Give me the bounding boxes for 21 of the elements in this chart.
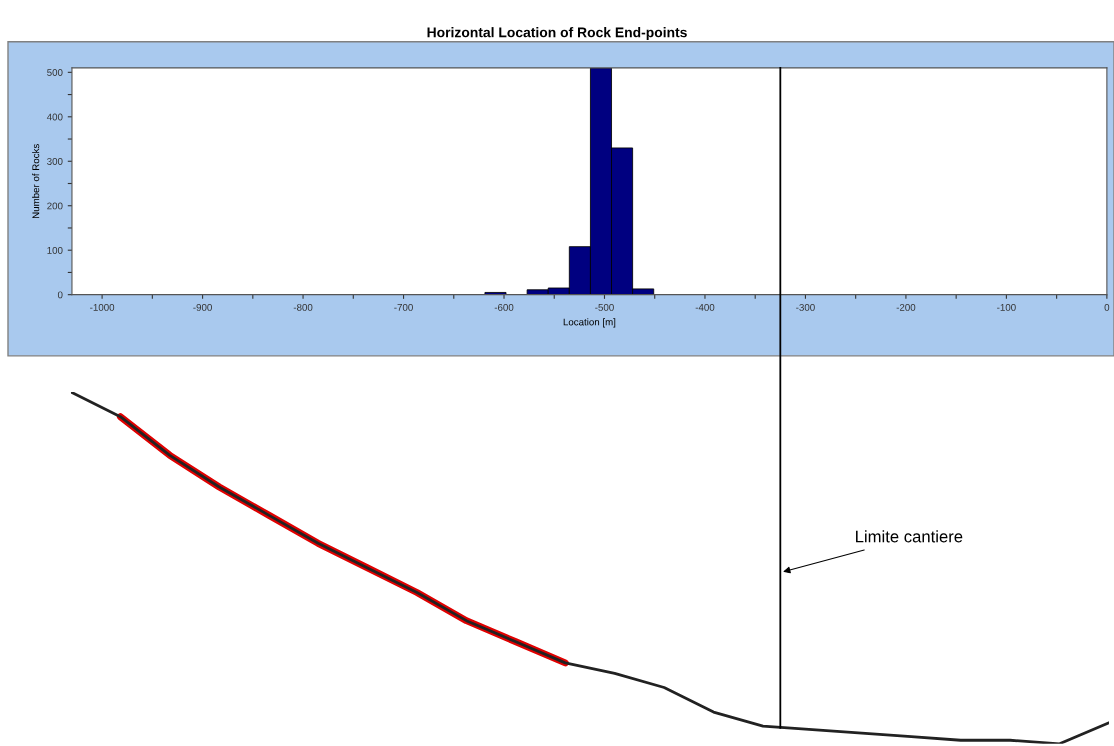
y-axis-title: Number of Rocks bbox=[32, 144, 40, 219]
x-tick-label: -300 bbox=[796, 303, 815, 311]
y-tick-label: 0 bbox=[57, 291, 63, 299]
x-tick-label: -800 bbox=[293, 303, 313, 311]
x-tick-label: -500 bbox=[595, 303, 614, 311]
x-tick-label: -1000 bbox=[90, 303, 115, 311]
x-tick-label: -100 bbox=[997, 303, 1016, 311]
x-axis-title: Location [m] bbox=[563, 318, 616, 328]
y-tick-label: 100 bbox=[47, 246, 63, 254]
x-tick-label: -600 bbox=[494, 303, 514, 311]
y-tick-label: 200 bbox=[47, 202, 63, 210]
y-tick-label: 400 bbox=[46, 113, 63, 121]
x-tick-label: -400 bbox=[695, 303, 715, 311]
x-tick-label: 0 bbox=[1104, 303, 1110, 311]
y-tick-label: 300 bbox=[47, 158, 63, 165]
x-tick-label: -900 bbox=[193, 303, 212, 311]
x-tick-label: -200 bbox=[896, 303, 916, 311]
x-tick-label: -700 bbox=[394, 303, 413, 311]
y-tick-label: 500 bbox=[47, 69, 63, 76]
chart-title: Horizontal Location of Rock End-points bbox=[427, 27, 687, 41]
annotation: Limite cantiere bbox=[856, 530, 963, 543]
